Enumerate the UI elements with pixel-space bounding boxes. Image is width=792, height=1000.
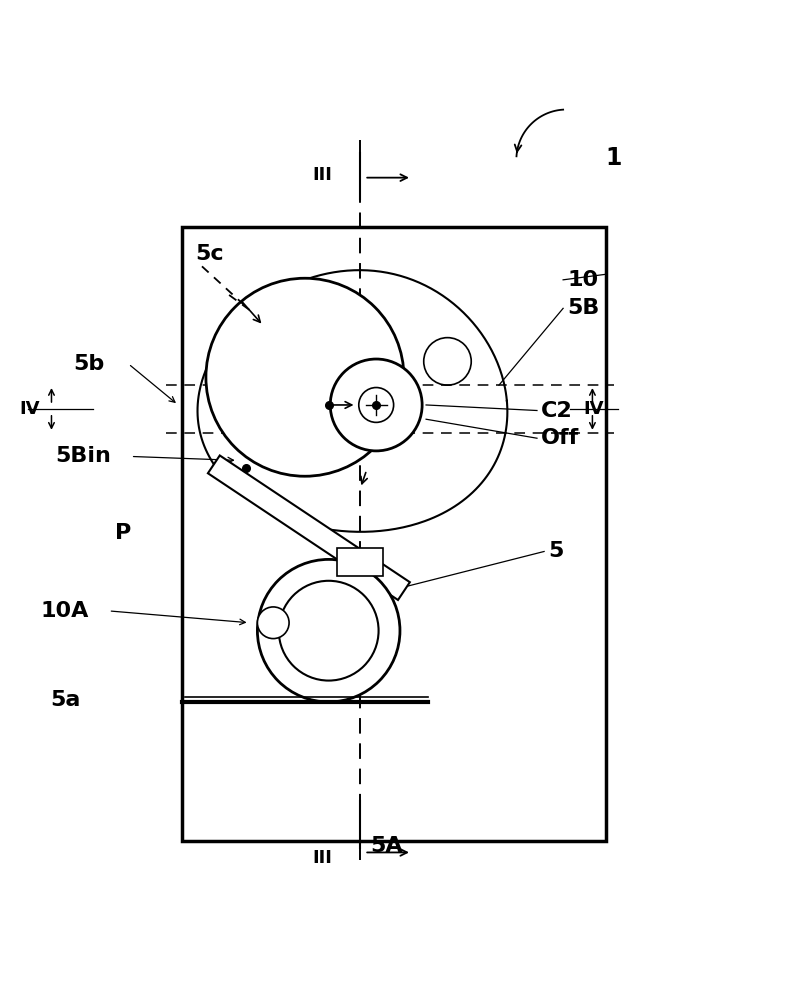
Text: 5c: 5c <box>196 244 224 264</box>
Text: III: III <box>313 166 333 184</box>
Text: 5a: 5a <box>51 690 81 710</box>
Text: 5B: 5B <box>567 298 600 318</box>
Circle shape <box>206 278 404 476</box>
Circle shape <box>257 559 400 702</box>
Text: 10: 10 <box>567 270 598 290</box>
Circle shape <box>257 607 289 639</box>
Text: 1: 1 <box>606 146 622 170</box>
Text: 10A: 10A <box>40 601 89 621</box>
Text: Off: Off <box>541 428 579 448</box>
Text: D: D <box>303 394 319 413</box>
Circle shape <box>330 359 422 451</box>
Text: IV: IV <box>20 400 40 418</box>
Text: P: P <box>115 523 131 543</box>
Polygon shape <box>208 455 409 600</box>
Text: 5Bin: 5Bin <box>55 446 111 466</box>
Text: IV: IV <box>584 400 604 418</box>
Text: 5A: 5A <box>370 836 403 856</box>
Text: C1: C1 <box>249 328 280 348</box>
Bar <box>337 548 383 576</box>
Bar <box>182 227 606 841</box>
Text: 5b: 5b <box>73 354 105 374</box>
Text: C2: C2 <box>541 401 573 421</box>
Text: 5: 5 <box>548 541 563 561</box>
Circle shape <box>424 338 471 385</box>
Text: III: III <box>313 849 333 867</box>
